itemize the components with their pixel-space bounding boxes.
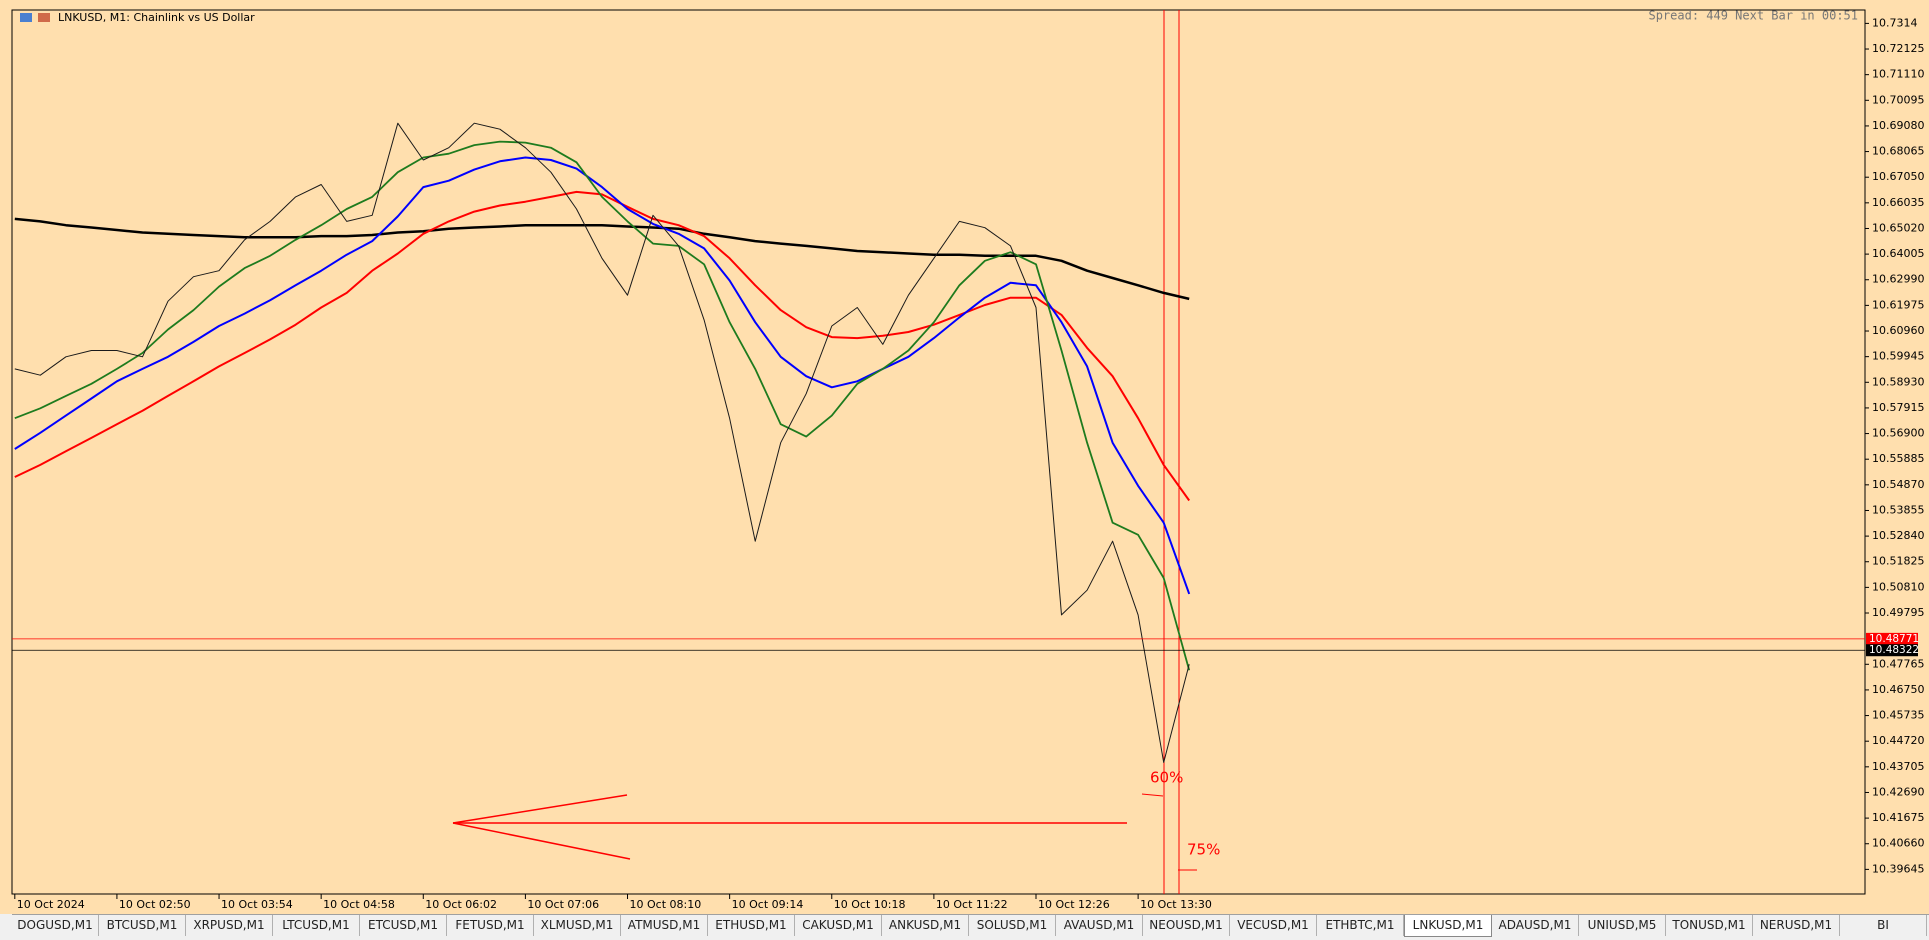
tab[interactable]: BI (1840, 915, 1927, 936)
y-tick-label: 10.50810 (1872, 580, 1925, 593)
y-tick-label: 10.46750 (1872, 683, 1925, 696)
series-line (14, 190, 1191, 502)
tab-bar: DOGUSD,M1 BTCUSD,M1 XRPUSD,M1 LTCUSD,M1 ETCU… (12, 914, 1929, 940)
tab[interactable]: ANKUSD,M1 (882, 915, 969, 936)
tab[interactable]: ETHUSD,M1 (708, 915, 795, 936)
icon (20, 13, 32, 22)
tab[interactable]: SOLUSD,M1 (969, 915, 1056, 936)
y-tick-label: 10.52840 (1872, 529, 1925, 542)
x-tick-label: 10 Oct 09:14 (732, 898, 804, 911)
tab[interactable]: CAKUSD,M1 (795, 915, 882, 936)
tab[interactable]: UNIUSD,M5 (1579, 915, 1666, 936)
y-tick-label: 10.66035 (1872, 196, 1925, 209)
y-tick-label: 10.51825 (1872, 555, 1925, 568)
tab[interactable]: TONUSD,M1 (1666, 915, 1753, 936)
tab[interactable]: ETHBTC,M1 (1317, 915, 1404, 936)
y-tick-label: 10.67050 (1872, 170, 1925, 183)
tab[interactable]: XRPUSD,M1 (186, 915, 273, 936)
y-tick-label: 10.59945 (1872, 350, 1925, 363)
marker-line (1141, 793, 1164, 797)
tab[interactable]: NEOUSD,M1 (1143, 915, 1230, 936)
y-tick-label: 10.72125 (1872, 42, 1925, 55)
tab[interactable]: XLMUSD,M1 (534, 915, 621, 936)
tab[interactable]: ETCUSD,M1 (360, 915, 447, 936)
y-tick-label: 10.45735 (1872, 709, 1925, 722)
tab[interactable]: FETUSD,M1 (447, 915, 534, 936)
price-label-box (1866, 644, 1918, 657)
tab[interactable]: LTCUSD,M1 (273, 915, 360, 936)
y-tick-label: 10.53855 (1872, 503, 1925, 516)
y-tick-label: 10.68065 (1872, 145, 1925, 158)
y-tick-label: 10.65020 (1872, 221, 1925, 234)
x-tick-label: 10 Oct 06:02 (425, 898, 497, 911)
arrow (452, 822, 631, 860)
y-tick-label: 10.42690 (1872, 785, 1925, 798)
chart: LNKUSD, M1: Chainlink vs US Dollar Sprea… (0, 0, 1929, 914)
y-tick-label: 10.71110 (1872, 68, 1925, 81)
icon (38, 13, 50, 22)
chart-title: LNKUSD, M1: Chainlink vs US Dollar (58, 11, 255, 24)
y-tick-label: 10.56900 (1872, 427, 1925, 440)
series-line (14, 156, 1191, 595)
series-line (14, 122, 1190, 763)
tab[interactable]: ATMUSD,M1 (621, 915, 708, 936)
annotation: 75% (1187, 841, 1220, 859)
tab[interactable]: ADAUSD,M1 (1492, 915, 1579, 936)
x-tick-label: 10 Oct 02:50 (119, 898, 191, 911)
x-tick-label: 10 Oct 12:26 (1038, 898, 1110, 911)
y-tick-label: 10.49795 (1872, 606, 1925, 619)
plot-frame (11, 9, 1866, 895)
y-tick-label: 10.7314 (1872, 16, 1918, 29)
price-label: 10.48322 (1869, 644, 1919, 656)
x-tick-label: 10 Oct 08:10 (630, 898, 702, 911)
status-text: Spread: 449 Next Bar in 00:51 (1648, 9, 1858, 23)
tab[interactable]: DOGUSD,M1 (12, 915, 99, 936)
x-tick-label: 10 Oct 07:06 (527, 898, 599, 911)
y-tick-label: 10.64005 (1872, 247, 1925, 260)
arrow (452, 794, 628, 824)
y-tick-label: 10.55885 (1872, 452, 1925, 465)
x-tick-label: 10 Oct 04:58 (323, 898, 395, 911)
y-tick-label: 10.62990 (1872, 273, 1925, 286)
tab[interactable]: LNKUSD,M1 (1404, 915, 1492, 937)
y-tick-label: 10.57915 (1872, 401, 1925, 414)
x-tick-label: 10 Oct 2024 (17, 898, 85, 911)
price-label: 10.48771 (1869, 633, 1919, 645)
x-tick-label: 10 Oct 10:18 (834, 898, 906, 911)
y-tick-label: 10.69080 (1872, 119, 1925, 132)
y-tick-label: 10.54870 (1872, 478, 1925, 491)
y-tick-label: 10.47765 (1872, 657, 1925, 670)
tab[interactable]: AVAUSD,M1 (1056, 915, 1143, 936)
y-tick-label: 10.43705 (1872, 760, 1925, 773)
background (0, 0, 1929, 914)
tab[interactable]: VECUSD,M1 (1230, 915, 1317, 936)
x-tick-label: 10 Oct 11:22 (936, 898, 1008, 911)
y-tick-label: 10.39645 (1872, 862, 1925, 875)
y-tick-label: 10.41675 (1872, 811, 1925, 824)
y-tick-label: 10.44720 (1872, 734, 1925, 747)
series-line (14, 217, 1190, 301)
price-label-box (1866, 632, 1918, 645)
series-line (14, 140, 1191, 671)
y-tick-label: 10.60960 (1872, 324, 1925, 337)
y-tick-label: 10.58930 (1872, 375, 1925, 388)
y-tick-label: 10.40660 (1872, 837, 1925, 850)
y-tick-label: 10.70095 (1872, 93, 1925, 106)
y-tick-label: 10.61975 (1872, 298, 1925, 311)
tab[interactable]: BTCUSD,M1 (99, 915, 186, 936)
x-tick-label: 10 Oct 03:54 (221, 898, 293, 911)
x-tick-label: 10 Oct 13:30 (1140, 898, 1212, 911)
annotation: 60% (1150, 769, 1183, 787)
tab[interactable]: NERUSD,M1 (1753, 915, 1840, 936)
